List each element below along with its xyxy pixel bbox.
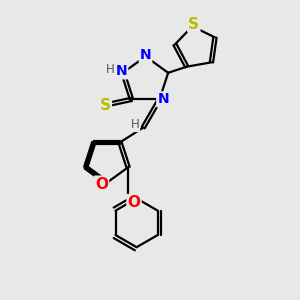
Text: N: N xyxy=(140,48,152,62)
Text: N: N xyxy=(157,92,169,106)
Text: O: O xyxy=(128,195,140,210)
Text: S: S xyxy=(188,16,199,32)
Text: N: N xyxy=(116,64,127,78)
Text: H: H xyxy=(130,118,139,131)
Text: S: S xyxy=(100,98,111,113)
Text: O: O xyxy=(95,177,108,192)
Text: H: H xyxy=(106,63,115,76)
